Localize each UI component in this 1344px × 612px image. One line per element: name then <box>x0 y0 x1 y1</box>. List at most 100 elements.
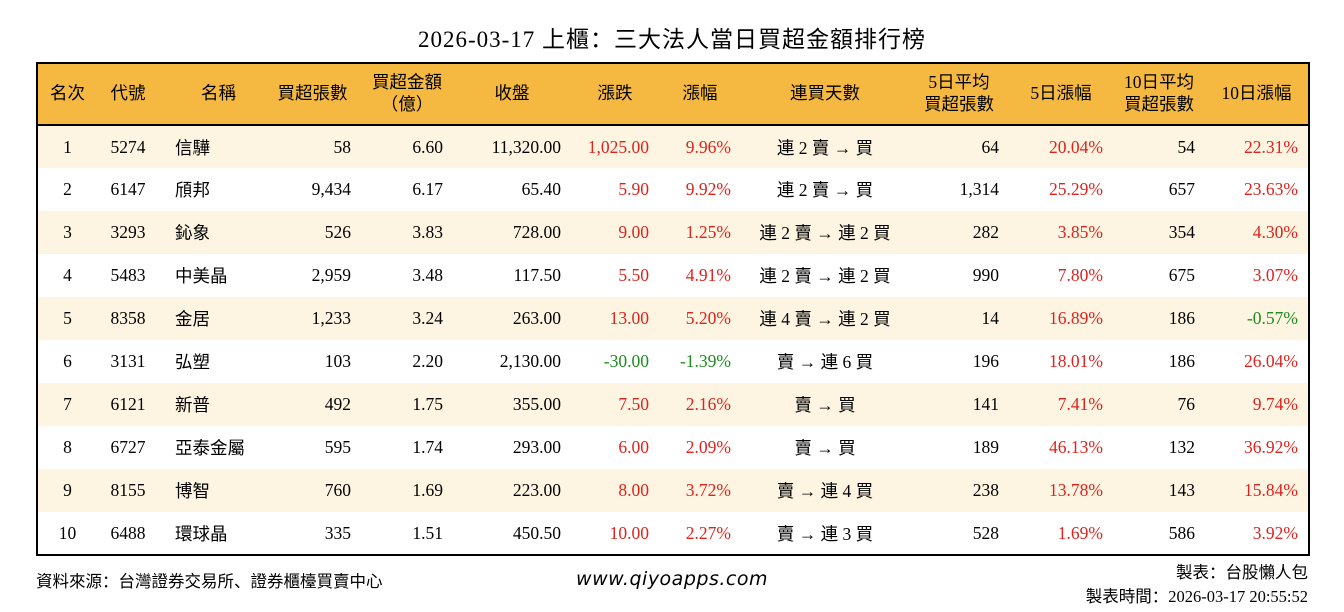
avg10-cell: 186 <box>1168 351 1195 371</box>
avg5-cell: 990 <box>972 265 999 285</box>
column-header-change: 漲跌 <box>571 63 659 126</box>
pct5-cell: 18.01% <box>1049 351 1103 371</box>
name-cell: 環球晶 <box>175 523 228 544</box>
rank-cell: 5 <box>63 308 72 328</box>
change_pct-cell: -1.39% <box>679 351 731 371</box>
change-cell: 13.00 <box>609 308 649 328</box>
streak-cell: 賣 → 連 4 買 <box>776 481 874 501</box>
buy_lots-cell: 526 <box>324 222 351 242</box>
streak-cell: 賣 → 買 <box>794 395 856 415</box>
generated-time: 製表時間：2026-03-17 20:55:52 <box>1085 586 1308 606</box>
table-row: 8 6727 亞泰金屬 595 1.74 293.00 6.00 2.09% 賣 → 買 189 4… <box>37 426 1309 469</box>
streak-cell: 賣 → 連 3 買 <box>776 523 874 544</box>
buy_lots-cell: 2,959 <box>311 265 351 285</box>
pct5-cell: 13.78% <box>1049 480 1103 500</box>
close-cell: 293.00 <box>512 437 561 457</box>
column-header-pct5: 5日漲幅 <box>1009 63 1113 126</box>
pct10-cell: 23.63% <box>1244 179 1298 199</box>
pct5-cell: 25.29% <box>1049 179 1103 199</box>
change_pct-cell: 5.20% <box>685 308 731 328</box>
code-cell: 6121 <box>110 394 146 414</box>
column-header-code: 代號 <box>97 63 159 126</box>
buy_lots-cell: 595 <box>324 437 351 457</box>
column-header-buy_lots: 買超張數 <box>264 63 361 126</box>
table-body: 1 5274 信驊 58 6.60 11,320.00 1,025.00 9.96% 連 2 賣… <box>37 125 1309 555</box>
close-cell: 355.00 <box>512 394 561 414</box>
buy_amount-cell: 6.60 <box>412 136 443 157</box>
code-cell: 3293 <box>110 222 146 242</box>
pct5-cell: 7.80% <box>1057 265 1103 285</box>
buy_lots-cell: 9,434 <box>311 179 351 199</box>
buy_amount-cell: 3.48 <box>412 265 443 285</box>
code-cell: 6727 <box>110 437 146 457</box>
close-cell: 2,130.00 <box>499 351 561 371</box>
avg5-cell: 1,314 <box>959 179 999 199</box>
name-cell: 金居 <box>175 309 210 329</box>
close-cell: 450.50 <box>512 522 561 543</box>
change-cell: 7.50 <box>618 394 649 414</box>
name-cell: 頎邦 <box>175 180 210 200</box>
change-cell: 5.90 <box>618 179 649 199</box>
avg10-cell: 54 <box>1177 136 1196 157</box>
rank-cell: 3 <box>63 222 72 242</box>
change_pct-cell: 2.09% <box>685 437 731 457</box>
buy_amount-cell: 6.17 <box>412 179 443 199</box>
avg10-cell: 76 <box>1177 394 1196 414</box>
website-url: www.qiyoapps.com <box>576 568 768 590</box>
change-cell: 8.00 <box>618 480 649 500</box>
column-header-streak: 連買天數 <box>741 63 909 126</box>
streak-cell: 連 2 賣 → 連 2 買 <box>759 266 891 286</box>
pct10-cell: 15.84% <box>1244 480 1298 500</box>
close-cell: 11,320.00 <box>491 136 561 157</box>
table-row: 4 5483 中美晶 2,959 3.48 117.50 5.50 4.91% 連 2 賣 → … <box>37 254 1309 297</box>
table-row: 2 6147 頎邦 9,434 6.17 65.40 5.90 9.92% 連 2 賣 → 買 1… <box>37 168 1309 211</box>
code-cell: 6488 <box>110 522 146 543</box>
pct10-cell: 3.07% <box>1252 265 1298 285</box>
name-cell: 中美晶 <box>175 266 228 286</box>
column-header-avg5: 5日平均 買超張數 <box>909 63 1009 126</box>
close-cell: 65.40 <box>521 179 561 199</box>
column-header-close: 收盤 <box>453 63 571 126</box>
avg10-cell: 657 <box>1168 179 1195 199</box>
rank-cell: 6 <box>63 351 72 371</box>
change-cell: 5.50 <box>618 265 649 285</box>
avg5-cell: 64 <box>981 136 1000 157</box>
table-row: 5 8358 金居 1,233 3.24 263.00 13.00 5.20% 連 4 賣 → … <box>37 297 1309 340</box>
code-cell: 8358 <box>110 308 146 328</box>
code-cell: 6147 <box>110 179 146 199</box>
pct5-cell: 7.41% <box>1057 394 1103 414</box>
buy_lots-cell: 1,233 <box>311 308 351 328</box>
avg5-cell: 196 <box>972 351 999 371</box>
table-row: 3 3293 鈊象 526 3.83 728.00 9.00 1.25% 連 2 賣 → 連 2… <box>37 211 1309 254</box>
avg10-cell: 143 <box>1168 480 1195 500</box>
change-cell: -30.00 <box>603 351 649 371</box>
pct5-cell: 20.04% <box>1049 136 1103 157</box>
avg10-cell: 186 <box>1168 308 1195 328</box>
buy_amount-cell: 1.69 <box>412 480 443 500</box>
pct10-cell: -0.57% <box>1246 308 1298 328</box>
buy_lots-cell: 58 <box>333 136 352 157</box>
pct10-cell: 26.04% <box>1244 351 1298 371</box>
buy_lots-cell: 760 <box>324 480 351 500</box>
column-header-pct10: 10日漲幅 <box>1205 63 1309 126</box>
table-header: 名次 代號 名稱 買超張數 買超金額 （億） 收盤 漲跌 漲幅 連買天數 5日平均 買超張數 5日漲… <box>37 63 1309 126</box>
pct10-cell: 22.31% <box>1244 136 1298 157</box>
column-header-change_pct: 漲幅 <box>659 63 741 126</box>
pct5-cell: 16.89% <box>1049 308 1103 328</box>
rank-cell: 7 <box>63 394 72 414</box>
pct10-cell: 4.30% <box>1252 222 1298 242</box>
close-cell: 728.00 <box>512 222 561 242</box>
column-header-buy_amount: 買超金額 （億） <box>361 63 453 126</box>
streak-cell: 賣 → 買 <box>794 438 856 458</box>
header-row: 名次 代號 名稱 買超張數 買超金額 （億） 收盤 漲跌 漲幅 連買天數 5日平均 買超張數 5日漲… <box>37 63 1309 126</box>
avg5-cell: 141 <box>972 394 999 414</box>
streak-cell: 連 2 賣 → 買 <box>776 180 874 200</box>
change-cell: 10.00 <box>609 522 649 543</box>
rank-cell: 8 <box>63 437 72 457</box>
ranking-table: 名次 代號 名稱 買超張數 買超金額 （億） 收盤 漲跌 漲幅 連買天數 5日平均 買超張數 5日漲… <box>36 62 1310 556</box>
buy_amount-cell: 1.75 <box>412 394 443 414</box>
name-cell: 博智 <box>175 481 210 501</box>
change_pct-cell: 9.96% <box>685 136 731 157</box>
close-cell: 117.50 <box>513 265 561 285</box>
pct10-cell: 3.92% <box>1252 522 1298 543</box>
